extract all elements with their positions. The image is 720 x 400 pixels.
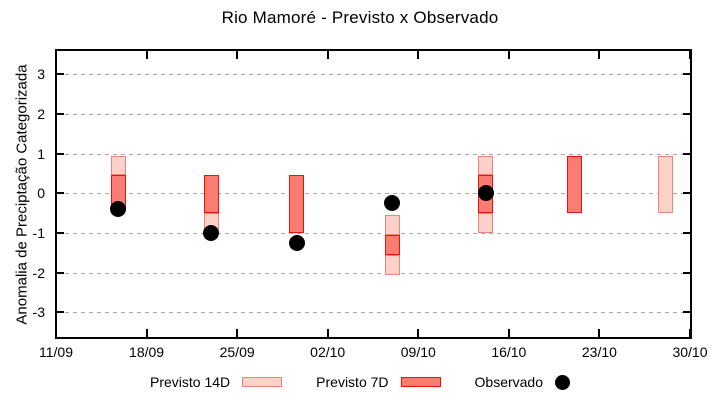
y-gridline — [57, 233, 690, 234]
legend-item-previsto-14d: Previsto 14D — [150, 374, 283, 390]
observed-dot — [203, 225, 220, 241]
x-tick-label: 09/10 — [400, 344, 436, 360]
x-tick-label: 23/10 — [581, 344, 617, 360]
y-gridline — [57, 113, 690, 115]
y-tick-label: 2 — [37, 105, 45, 122]
legend-swatch-previsto-7d-icon — [400, 377, 441, 387]
forecast-bar-segment-previsto14 — [384, 254, 400, 275]
forecast-bar-segment-previsto14 — [657, 155, 673, 214]
observed-dot — [110, 201, 127, 218]
x-tick-label: 02/10 — [310, 344, 346, 360]
forecast-bar-segment-previsto7 — [567, 155, 583, 214]
legend-label-previsto-7d: Previsto 7D — [316, 374, 389, 390]
forecast-bar-segment-previsto14 — [478, 155, 494, 176]
y-tick-mark-left — [57, 192, 64, 195]
x-tick-mark-top — [326, 51, 329, 59]
legend-swatch-previsto-14d-icon — [242, 377, 283, 387]
x-tick-mark-bottom — [507, 329, 510, 337]
y-gridline — [57, 153, 690, 155]
plot-area — [55, 49, 692, 339]
y-tick-mark-left — [57, 271, 64, 274]
forecast-bar-segment-previsto14 — [478, 213, 494, 233]
y-tick-label: -1 — [32, 225, 45, 241]
forecast-bar-segment-previsto7 — [289, 175, 305, 233]
x-tick-mark-bottom — [236, 329, 239, 337]
y-tick-label: 0 — [37, 185, 45, 202]
legend-label-previsto-14d: Previsto 14D — [150, 374, 231, 390]
x-tick-label: 30/10 — [672, 344, 708, 360]
observed-dot — [384, 195, 401, 212]
forecast-bar-segment-previsto14 — [110, 155, 126, 176]
x-tick-mark-bottom — [326, 329, 329, 337]
x-tick-mark-top — [598, 51, 601, 59]
x-tick-mark-top — [689, 51, 691, 59]
x-tick-mark-top — [417, 51, 420, 59]
y-tick-mark-left — [57, 112, 64, 115]
observed-dot — [477, 185, 494, 202]
forecast-bar-segment-previsto14 — [384, 215, 400, 235]
x-tick-mark-top — [507, 51, 510, 59]
y-gridline — [57, 312, 690, 314]
y-tick-mark-right — [683, 192, 690, 195]
x-tick-mark-top — [145, 51, 148, 59]
y-tick-mark-right — [683, 311, 690, 314]
y-gridline — [57, 272, 690, 274]
chart-title: Rio Mamoré - Previsto x Observado — [221, 8, 499, 27]
x-tick-mark-bottom — [145, 329, 148, 337]
y-tick-mark-left — [57, 73, 64, 76]
y-tick-mark-right — [683, 271, 690, 274]
y-gridline — [57, 193, 690, 195]
legend: Previsto 14D Previsto 7D Observado — [0, 371, 720, 393]
x-tick-label: 18/09 — [129, 344, 165, 360]
y-tick-mark-right — [683, 73, 690, 76]
y-tick-mark-right — [683, 152, 690, 155]
legend-marker-observado-dot-icon — [555, 374, 570, 390]
x-tick-label: 25/09 — [219, 344, 255, 360]
x-tick-label: 11/09 — [39, 344, 73, 360]
forecast-bar-segment-previsto7 — [384, 234, 400, 255]
y-tick-mark-left — [57, 311, 64, 314]
y-tick-label: 1 — [37, 145, 45, 162]
y-tick-label: -2 — [32, 264, 45, 281]
legend-item-observado: Observado — [475, 374, 570, 390]
legend-label-observado: Observado — [474, 374, 543, 390]
y-tick-mark-right — [683, 112, 690, 115]
x-tick-mark-bottom — [689, 329, 691, 337]
y-gridline — [57, 74, 690, 76]
x-tick-mark-top — [236, 51, 239, 59]
x-tick-label: 16/10 — [491, 344, 527, 360]
observed-dot — [288, 234, 305, 251]
x-tick-mark-bottom — [55, 329, 57, 337]
y-tick-mark-right — [683, 232, 690, 234]
forecast-bar-segment-previsto7 — [203, 175, 219, 214]
y-tick-label: -3 — [32, 304, 45, 321]
y-tick-mark-left — [57, 152, 64, 155]
x-tick-mark-bottom — [598, 329, 601, 337]
y-tick-mark-left — [57, 232, 64, 234]
x-tick-mark-bottom — [417, 329, 420, 337]
x-tick-mark-top — [55, 51, 57, 59]
y-tick-label: 3 — [37, 66, 45, 83]
legend-item-previsto-7d: Previsto 7D — [316, 374, 441, 390]
